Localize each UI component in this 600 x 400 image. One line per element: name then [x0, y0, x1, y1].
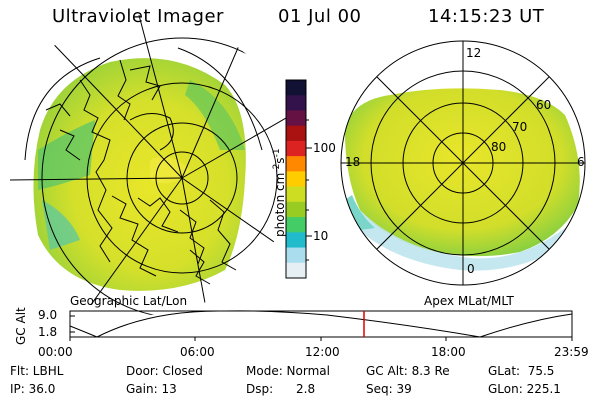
mlt-label-0: 0 — [467, 262, 475, 276]
geographic-panel — [9, 15, 295, 315]
colorbar-tick-100: 100 — [313, 141, 336, 155]
colorbar-swatch — [286, 262, 306, 279]
colorbar-swatch — [286, 217, 306, 233]
x-tick-0000: 00:00 — [38, 345, 73, 359]
x-tick-1200: 12:00 — [305, 345, 340, 359]
colorbar-swatch — [286, 247, 306, 264]
mlat-label-60: 60 — [536, 98, 552, 112]
auroral-emission-left — [33, 58, 246, 291]
info-gain: Gain: 13 — [126, 382, 177, 396]
colorbar-swatch — [286, 140, 306, 157]
colorbar-swatch — [286, 186, 306, 203]
altitude-y-label: GC Alt — [14, 307, 28, 345]
colorbar-swatch — [286, 95, 306, 111]
colorbar-swatch — [286, 232, 306, 249]
colorbar-tick-10: 10 — [313, 229, 329, 243]
colorbar-swatch — [286, 110, 306, 127]
colorbar-swatch — [286, 80, 306, 96]
x-tick-1800: 18:00 — [431, 345, 466, 359]
mlat-mlt-panel — [340, 40, 586, 286]
info-flt: Flt: LBHL — [10, 364, 64, 378]
colorbar-swatch — [286, 171, 306, 188]
mlt-label-18: 18 — [345, 155, 361, 169]
info-dsp: Dsp: 2.8 — [246, 382, 316, 396]
colorbar — [285, 79, 312, 279]
colorbar-swatch — [286, 201, 306, 218]
altitude-plot — [69, 310, 573, 341]
date-label: 01 Jul 00 — [278, 6, 362, 27]
instrument-title: Ultraviolet Imager — [52, 6, 224, 27]
info-gc-alt: GC Alt: 8.3 Re — [366, 364, 450, 378]
altitude-curve — [69, 310, 573, 338]
mlt-label-6: 6 — [577, 155, 585, 169]
mlat-label-80: 80 — [491, 140, 507, 154]
info-glon: GLon: 225.1 — [488, 382, 561, 396]
info-door: Door: Closed — [126, 364, 203, 378]
info-seq: Seq: 39 — [366, 382, 412, 396]
mlat-label-70: 70 — [512, 120, 528, 134]
altitude-y-tick-max: 9.0 — [38, 308, 58, 322]
geographic-caption: Geographic Lat/Lon — [70, 294, 188, 308]
info-glat: GLat: 75.5 — [488, 364, 555, 378]
colorbar-swatch — [286, 156, 306, 172]
x-tick-0600: 06:00 — [180, 345, 215, 359]
info-mode: Mode: Normal — [246, 364, 330, 378]
colorbar-unit-label: photon cm-2s-1 — [272, 148, 287, 237]
coastline-map — [45, 59, 237, 285]
time-label: 14:15:23 UT — [428, 6, 545, 27]
x-tick-2359: 23:59 — [554, 345, 589, 359]
colorbar-swatch — [286, 125, 306, 142]
altitude-y-tick-min: 1.8 — [38, 325, 58, 339]
info-ip: IP: 36.0 — [10, 382, 56, 396]
mlt-label-12: 12 — [466, 46, 482, 60]
apex-caption: Apex MLat/MLT — [424, 294, 514, 308]
auroral-emission-right — [344, 88, 580, 257]
